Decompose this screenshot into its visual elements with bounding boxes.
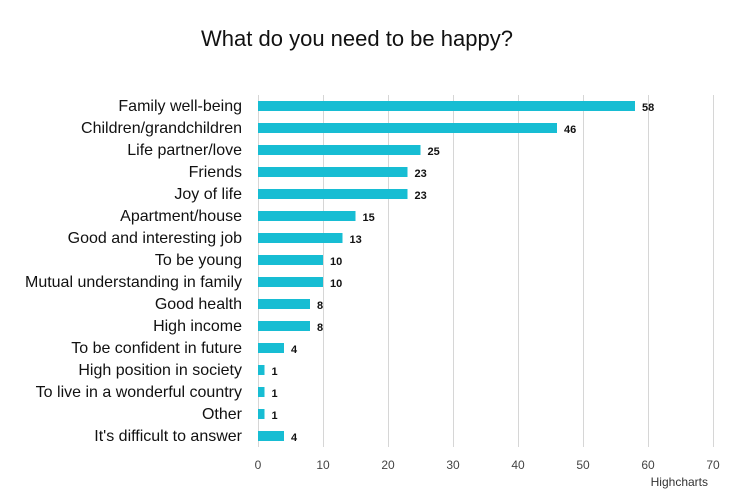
- data-label: 4: [291, 344, 298, 356]
- bar[interactable]: [258, 145, 421, 155]
- category-label: Joy of life: [174, 186, 242, 203]
- x-tick-label: 60: [641, 458, 655, 472]
- bar[interactable]: [258, 101, 635, 111]
- bar[interactable]: [258, 233, 343, 243]
- bar-series: [258, 101, 635, 441]
- bar[interactable]: [258, 189, 408, 199]
- bar[interactable]: [258, 409, 265, 419]
- data-label: 13: [350, 234, 362, 246]
- chart-title: What do you need to be happy?: [201, 26, 513, 51]
- data-label: 8: [317, 322, 323, 334]
- data-label: 10: [330, 278, 342, 290]
- category-label: High position in society: [78, 362, 242, 379]
- x-tick-label: 0: [255, 458, 262, 472]
- data-label: 46: [564, 124, 576, 136]
- category-label: Life partner/love: [127, 142, 242, 159]
- category-label: To live in a wonderful country: [36, 384, 242, 401]
- category-label: Apartment/house: [120, 208, 242, 225]
- bar[interactable]: [258, 343, 284, 353]
- category-label: Mutual understanding in family: [25, 274, 242, 291]
- bar[interactable]: [258, 387, 265, 397]
- bar[interactable]: [258, 365, 265, 375]
- data-label: 1: [272, 388, 278, 400]
- bar[interactable]: [258, 167, 408, 177]
- category-label: Good and interesting job: [68, 230, 242, 247]
- x-tick-label: 70: [706, 458, 720, 472]
- data-label: 8: [317, 300, 323, 312]
- data-label: 25: [428, 146, 440, 158]
- category-label: Good health: [155, 296, 242, 313]
- category-label: It's difficult to answer: [94, 428, 242, 445]
- bar[interactable]: [258, 123, 557, 133]
- bar[interactable]: [258, 277, 323, 287]
- value-axis-labels: 0 10 20 30 40 50 60 70: [255, 458, 720, 472]
- x-tick-label: 10: [316, 458, 330, 472]
- data-label: 10: [330, 256, 342, 268]
- bar[interactable]: [258, 211, 356, 221]
- x-tick-label: 20: [381, 458, 395, 472]
- credits-text[interactable]: Highcharts: [651, 475, 708, 489]
- data-label: 1: [272, 410, 278, 422]
- category-label: Children/grandchildren: [81, 120, 242, 137]
- data-label: 15: [363, 212, 375, 224]
- bar[interactable]: [258, 321, 310, 331]
- category-label: High income: [153, 318, 242, 335]
- bar[interactable]: [258, 299, 310, 309]
- data-label: 58: [642, 102, 654, 114]
- data-label: 4: [291, 432, 298, 444]
- category-label: To be confident in future: [71, 340, 242, 357]
- x-tick-label: 30: [446, 458, 460, 472]
- category-label: To be young: [155, 252, 242, 269]
- category-label: Other: [202, 406, 243, 423]
- bar[interactable]: [258, 431, 284, 441]
- data-label: 23: [415, 168, 427, 180]
- category-label: Friends: [189, 164, 242, 181]
- category-axis-labels: Family well-being Children/grandchildren L…: [25, 98, 243, 445]
- data-label: 1: [272, 366, 278, 378]
- bar[interactable]: [258, 255, 323, 265]
- x-tick-label: 50: [576, 458, 590, 472]
- category-label: Family well-being: [118, 98, 242, 115]
- x-tick-label: 40: [511, 458, 525, 472]
- data-label: 23: [415, 190, 427, 202]
